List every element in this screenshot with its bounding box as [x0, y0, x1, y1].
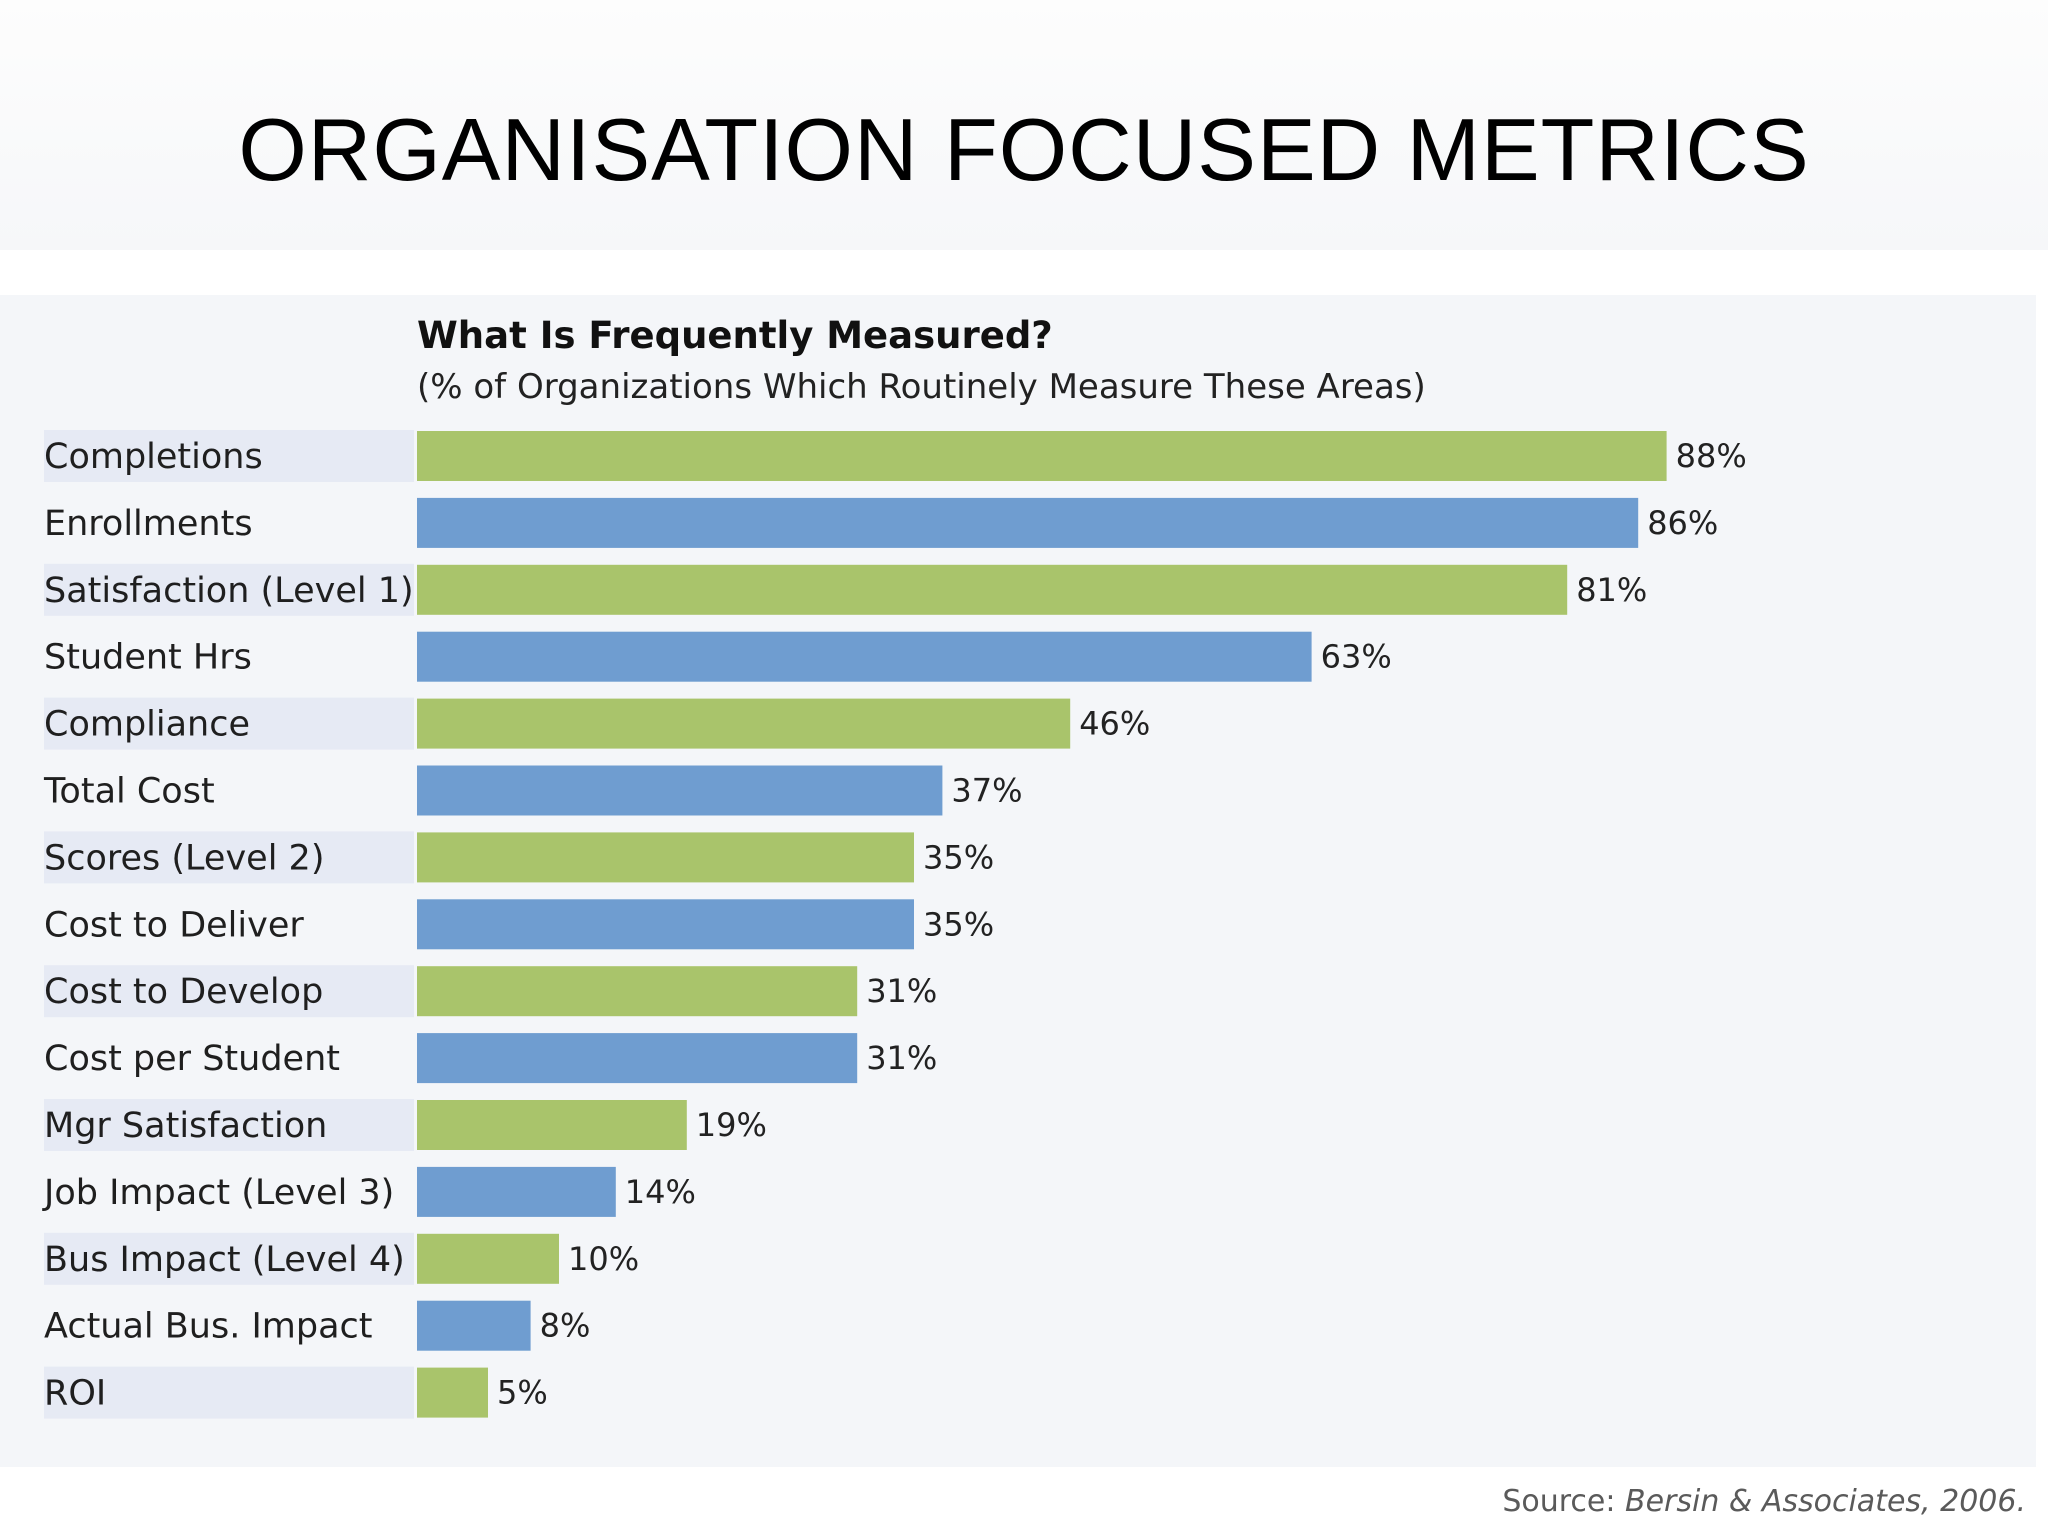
bar — [417, 1367, 488, 1418]
category-label: Satisfaction (Level 1) — [44, 571, 414, 611]
bar-value-label: 8% — [540, 1307, 591, 1345]
category-label: ROI — [44, 1374, 106, 1414]
bar — [417, 765, 943, 816]
category-label: Enrollments — [44, 504, 253, 544]
category-band — [44, 1366, 414, 1419]
source-citation: Bersin & Associates, 2006. — [1625, 1484, 2026, 1519]
category-label: Cost to Develop — [44, 972, 323, 1012]
bar — [417, 497, 1639, 548]
category-label: Actual Bus. Impact — [44, 1307, 373, 1347]
category-band — [44, 1099, 414, 1151]
bar — [417, 431, 1667, 481]
category-label: Bus Impact (Level 4) — [44, 1240, 405, 1280]
slide-title: ORGANISATION FOCUSED METRICS — [238, 100, 1810, 199]
category-label: Mgr Satisfaction — [44, 1106, 327, 1146]
category-band — [44, 1232, 414, 1285]
bar-value-label: 86% — [1647, 504, 1718, 542]
bar-value-label: 35% — [923, 838, 994, 876]
bar-value-label: 10% — [568, 1240, 639, 1278]
bar-value-label: 88% — [1676, 437, 1747, 475]
bar — [417, 832, 914, 883]
category-band — [44, 697, 414, 750]
bar-value-label: 19% — [696, 1106, 767, 1144]
bar — [417, 631, 1312, 682]
category-label: Scores (Level 2) — [44, 838, 324, 878]
category-label: Cost to Deliver — [44, 905, 304, 945]
bar-value-label: 35% — [923, 905, 994, 943]
category-band — [44, 965, 414, 1018]
bar — [417, 1166, 616, 1217]
bar — [417, 1033, 858, 1084]
bar-value-label: 31% — [866, 1039, 937, 1077]
source-prefix: Source: — [1502, 1484, 1626, 1519]
bar-value-label: 31% — [866, 972, 937, 1010]
bar-value-label: 46% — [1079, 705, 1150, 743]
category-label: Completions — [44, 437, 263, 477]
category-label: Compliance — [44, 705, 250, 745]
bar — [417, 1100, 687, 1150]
category-label: Cost per Student — [44, 1039, 340, 1079]
slide-header — [0, 0, 2048, 250]
category-label: Student Hrs — [44, 638, 252, 678]
bar — [417, 1233, 559, 1284]
category-band — [44, 563, 414, 616]
bar-value-label: 81% — [1576, 571, 1647, 609]
bar — [417, 899, 914, 950]
category-band — [44, 831, 414, 884]
bar — [417, 698, 1071, 749]
chart-title: What Is Frequently Measured? — [417, 314, 1053, 357]
category-label: Job Impact (Level 3) — [42, 1173, 394, 1213]
bar-value-label: 5% — [497, 1374, 548, 1412]
bar-value-label: 37% — [951, 772, 1022, 810]
source-note: Source: Bersin & Associates, 2006. — [1502, 1484, 2026, 1520]
chart-subtitle: (% of Organizations Which Routinely Meas… — [417, 367, 1426, 407]
bar-value-label: 63% — [1321, 638, 1392, 676]
bar — [417, 564, 1568, 615]
bar — [417, 1300, 531, 1351]
bar — [417, 966, 858, 1017]
category-label: Total Cost — [43, 772, 215, 812]
bar-value-label: 14% — [625, 1173, 696, 1211]
category-band — [44, 430, 414, 482]
